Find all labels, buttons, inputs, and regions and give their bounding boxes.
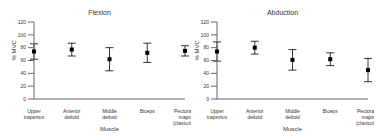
svg-text:Biceps: Biceps [140,108,156,114]
svg-text:Biceps: Biceps [323,108,339,114]
svg-text:Muscle: Muscle [100,126,120,131]
svg-text:100: 100 [18,32,27,38]
svg-text:Anteriordeltoid: Anteriordeltoid [246,108,264,120]
svg-text:40: 40 [20,70,26,76]
svg-text:40: 40 [203,70,209,76]
svg-text:80: 80 [20,44,26,50]
svg-text:20: 20 [203,83,209,89]
svg-text:0: 0 [206,96,209,102]
svg-text:Muscle: Muscle [283,126,303,131]
svg-text:% MVC: % MVC [11,39,17,60]
svg-text:0: 0 [23,96,26,102]
svg-text:20: 20 [20,83,26,89]
svg-text:100: 100 [201,32,210,38]
svg-text:60: 60 [20,57,26,63]
svg-text:Pectoralismajor(clavicular): Pectoralismajor(clavicular) [173,108,191,126]
svg-text:80: 80 [203,44,209,50]
svg-text:Pectoralismajor(clavicular): Pectoralismajor(clavicular) [356,108,374,126]
svg-text:% MVC: % MVC [194,39,200,60]
svg-text:Middledeltoid: Middledeltoid [285,108,300,120]
svg-text:Uppertrapezius: Uppertrapezius [207,108,228,120]
svg-text:120: 120 [18,19,27,25]
svg-text:Uppertrapezius: Uppertrapezius [24,108,45,120]
svg-text:60: 60 [203,57,209,63]
html-text:Abduction: Abduction [266,9,299,16]
svg-text:Middledeltoid: Middledeltoid [102,108,117,120]
html-text:Flexion: Flexion [88,9,111,16]
svg-text:120: 120 [201,19,210,25]
svg-text:Anteriordeltoid: Anteriordeltoid [63,108,81,120]
